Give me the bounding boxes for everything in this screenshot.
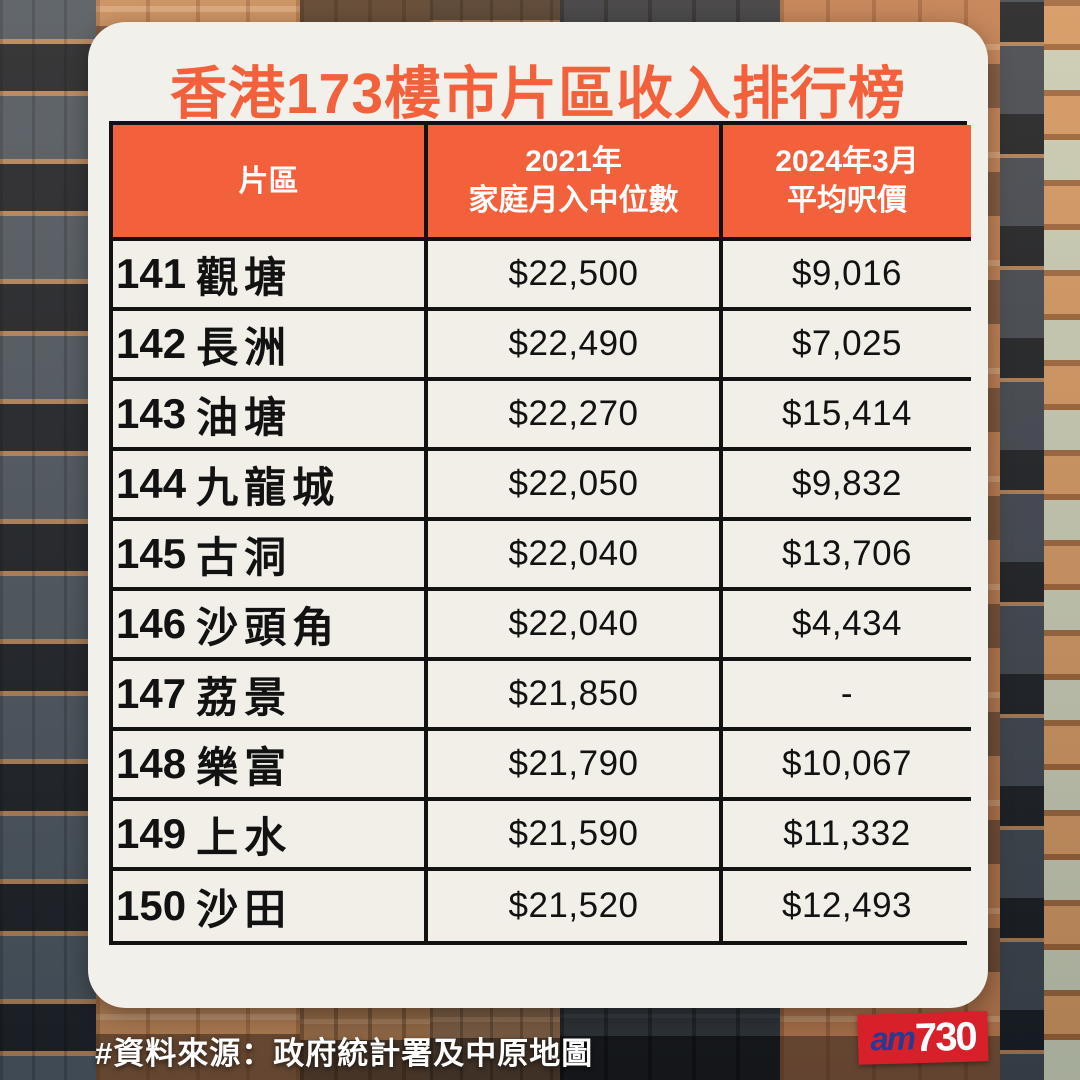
district-rank: 141 xyxy=(116,250,187,297)
district-rank: 149 xyxy=(116,810,187,857)
table-row-price: $7,025 xyxy=(723,311,971,381)
table-row-price: $10,067 xyxy=(723,731,971,801)
table-row-district: 146 沙頭角 xyxy=(113,591,428,661)
col-header-district: 片區 xyxy=(113,125,428,241)
table-row-price: $9,832 xyxy=(723,451,971,521)
district-rank: 148 xyxy=(116,740,187,787)
infographic-card: 香港173樓市片區收入排行榜 片區 2021年 家庭月入中位數 2024年3月 … xyxy=(88,22,988,1008)
table-row-price: $15,414 xyxy=(723,381,971,451)
district-name: 沙田 xyxy=(196,885,293,933)
table-row-district: 141 觀塘 xyxy=(113,241,428,311)
col-header-income-line2: 家庭月入中位數 xyxy=(468,184,679,217)
table-row-district: 150 沙田 xyxy=(113,871,428,941)
background-building xyxy=(1000,0,1044,1080)
table-row-income: $22,270 xyxy=(428,381,723,451)
table-row-income: $22,050 xyxy=(428,451,723,521)
col-header-price: 2024年3月 平均呎價 xyxy=(723,125,971,241)
table-row-price: $4,434 xyxy=(723,591,971,661)
table-row-income: $22,040 xyxy=(428,591,723,661)
am730-logo: am 730 xyxy=(857,1011,989,1065)
table-row-income: $21,790 xyxy=(428,731,723,801)
table-row-district: 142 長洲 xyxy=(113,311,428,381)
table-row-price: $9,016 xyxy=(723,241,971,311)
district-name: 長洲 xyxy=(196,323,293,371)
district-name: 九龍城 xyxy=(196,463,341,511)
district-name: 樂富 xyxy=(196,743,293,791)
table-row-price: $13,706 xyxy=(723,521,971,591)
district-name: 荔景 xyxy=(196,673,293,721)
table-row-price: $12,493 xyxy=(723,871,971,941)
district-name: 沙頭角 xyxy=(196,603,341,651)
table-row-price: - xyxy=(723,661,971,731)
background-building xyxy=(1044,0,1080,1080)
table-row-income: $21,520 xyxy=(428,871,723,941)
col-header-income-line1: 2021年 xyxy=(525,145,622,178)
table-row-district: 149 上水 xyxy=(113,801,428,871)
district-rank: 145 xyxy=(116,530,187,577)
district-name: 觀塘 xyxy=(196,253,293,301)
district-rank: 143 xyxy=(116,390,187,437)
page-title: 香港173樓市片區收入排行榜 xyxy=(169,62,907,126)
col-header-price-line1: 2024年3月 xyxy=(775,145,919,178)
table-row-income: $22,490 xyxy=(428,311,723,381)
district-rank: 150 xyxy=(116,882,187,929)
table-row-income: $22,500 xyxy=(428,241,723,311)
col-header-district-label: 片區 xyxy=(238,164,299,198)
background-building xyxy=(0,0,96,1080)
am730-logo-am: am xyxy=(869,1019,915,1058)
district-name: 古洞 xyxy=(196,533,293,581)
table-row-district: 143 油塘 xyxy=(113,381,428,451)
col-header-income: 2021年 家庭月入中位數 xyxy=(428,125,723,241)
table-row-income: $21,850 xyxy=(428,661,723,731)
data-source-caption: #資料來源：政府統計署及中原地圖 xyxy=(95,1036,594,1071)
table-row-income: $21,590 xyxy=(428,801,723,871)
table-row-district: 148 樂富 xyxy=(113,731,428,801)
table-row-district: 145 古洞 xyxy=(113,521,428,591)
district-rank: 147 xyxy=(116,670,187,717)
district-rank: 142 xyxy=(116,320,187,367)
table-row-district: 144 九龍城 xyxy=(113,451,428,521)
table-row-income: $22,040 xyxy=(428,521,723,591)
income-ranking-table: 片區 2021年 家庭月入中位數 2024年3月 平均呎價 141 觀塘 $22,5… xyxy=(109,121,971,945)
table-row-district: 147 荔景 xyxy=(113,661,428,731)
district-rank: 144 xyxy=(116,460,187,507)
am730-logo-730: 730 xyxy=(914,1014,977,1060)
district-name: 上水 xyxy=(196,813,293,861)
table-row-price: $11,332 xyxy=(723,801,971,871)
district-name: 油塘 xyxy=(196,393,293,441)
col-header-price-line2: 平均呎價 xyxy=(787,184,907,217)
district-rank: 146 xyxy=(116,600,187,647)
